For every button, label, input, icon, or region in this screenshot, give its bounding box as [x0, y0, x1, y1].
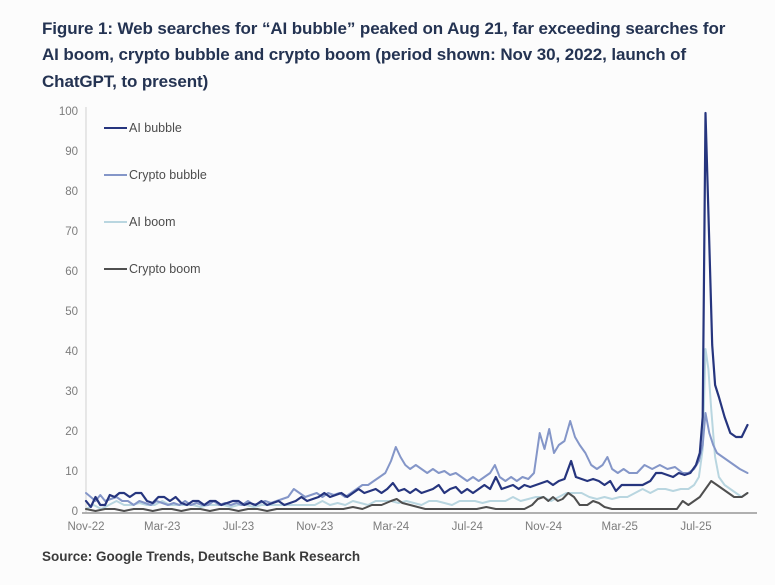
legend-label: Crypto bubble — [129, 168, 207, 182]
y-tick-label: 100 — [58, 106, 78, 118]
series-line-crypto-boom — [85, 480, 749, 512]
legend-label: Crypto boom — [129, 262, 201, 276]
x-tick-label: Nov-23 — [296, 521, 334, 533]
y-tick-label: 10 — [65, 466, 78, 478]
y-tick-label: 90 — [65, 146, 78, 158]
legend-item-ai-bubble: AI bubble — [104, 118, 207, 138]
y-tick-label: 80 — [65, 186, 78, 198]
y-tick-label: 30 — [65, 386, 78, 398]
y-tick-label: 50 — [65, 306, 78, 318]
legend-line-swatch — [104, 173, 127, 177]
x-tick-label: Nov-22 — [67, 521, 105, 533]
series-line-ai-boom — [85, 348, 749, 510]
figure-title: Figure 1: Web searches for “AI bubble” p… — [42, 19, 726, 91]
legend-item-ai-boom: AI boom — [104, 212, 207, 232]
x-tick-label: Jul-23 — [222, 521, 255, 533]
source-note: Source: Google Trends, Deutsche Bank Res… — [42, 549, 361, 564]
x-tick-label: Mar-24 — [372, 521, 410, 533]
y-tick-label: 40 — [65, 346, 78, 358]
legend-line-swatch — [104, 220, 127, 224]
x-tick-label: Mar-23 — [144, 521, 181, 533]
series-line-crypto-bubble — [85, 412, 749, 506]
y-tick-label: 60 — [65, 266, 78, 278]
x-tick-label: Mar-25 — [601, 521, 638, 533]
x-tick-label: Jul-25 — [680, 521, 712, 533]
legend-label: AI boom — [129, 215, 176, 229]
legend-item-crypto-bubble: Crypto bubble — [104, 165, 207, 185]
x-tick-label: Nov-24 — [524, 521, 563, 533]
legend-line-swatch — [104, 126, 127, 130]
y-tick-label: 0 — [71, 506, 78, 518]
legend-line-swatch — [104, 267, 127, 271]
legend-item-crypto-boom: Crypto boom — [104, 259, 207, 279]
y-tick-label: 70 — [65, 226, 78, 238]
chart-legend: AI bubble Crypto bubble AI boom Crypto boom — [104, 118, 207, 306]
legend-label: AI bubble — [129, 121, 182, 135]
series-line-ai-bubble — [84, 111, 749, 509]
y-tick-label: 20 — [65, 426, 78, 438]
x-tick-label: Jul-24 — [451, 521, 483, 533]
